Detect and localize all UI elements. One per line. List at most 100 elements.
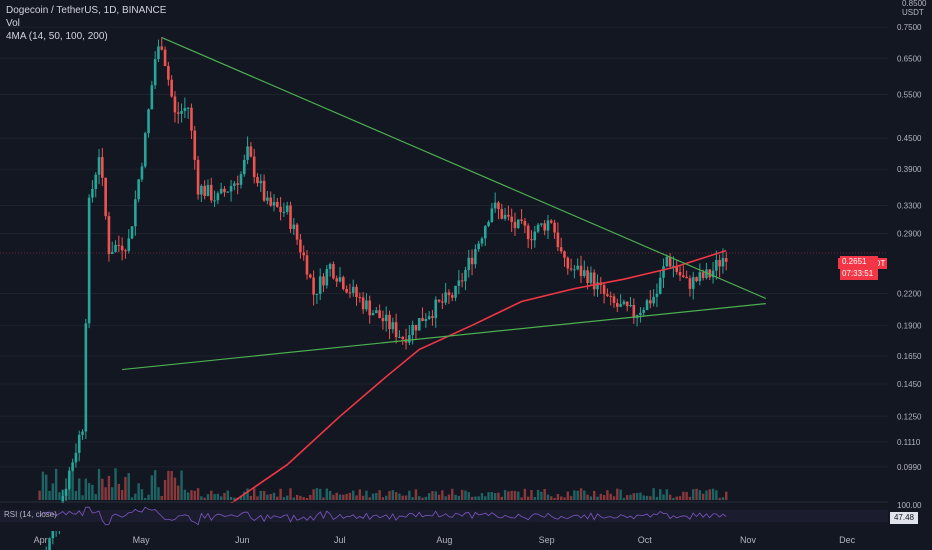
volume-bar: [259, 490, 262, 500]
grid: [0, 26, 888, 468]
volume-bar: [596, 496, 599, 500]
time-label: Jul: [334, 535, 346, 545]
candle-body: [569, 268, 573, 270]
candle-body: [176, 112, 180, 114]
candle-body: [342, 277, 345, 289]
candle-body: [414, 324, 418, 331]
candle-body: [365, 300, 368, 310]
price-tick-label: 0.1650: [897, 352, 922, 361]
volume-bar: [140, 489, 144, 500]
candle-body: [305, 255, 309, 275]
candle-body: [411, 324, 414, 336]
volume-bar: [134, 493, 137, 500]
volume-bar: [464, 490, 467, 500]
volume-bar: [517, 491, 520, 500]
volume-bar: [523, 488, 527, 500]
candle-body: [368, 300, 372, 316]
volume-bar: [639, 492, 642, 500]
candle-body: [447, 292, 451, 296]
volume-bar: [477, 496, 480, 500]
volume-bar: [338, 494, 342, 500]
volume-bar: [457, 495, 461, 500]
volume-bar: [414, 489, 418, 500]
candle-body: [170, 79, 173, 97]
candle-body: [361, 297, 365, 310]
candle-body: [183, 108, 187, 112]
candle-body: [417, 318, 421, 331]
candle-body: [507, 214, 510, 217]
volume-bar: [645, 495, 649, 500]
volume-bar: [210, 490, 213, 500]
rsi-top-tick: 100.00: [897, 501, 922, 510]
candle-body: [302, 252, 306, 256]
volume-bar: [319, 488, 322, 500]
trendline: [161, 37, 767, 300]
volume-bar: [276, 496, 279, 500]
candle-body: [275, 202, 279, 207]
candle-body: [391, 322, 395, 330]
volume-bar: [285, 495, 289, 500]
volume-label: Vol: [6, 18, 20, 29]
volume-bar: [71, 470, 74, 500]
price-tick-label: 0.3900: [897, 165, 922, 174]
candle-body: [652, 296, 655, 304]
candle-body: [328, 264, 332, 270]
candle-body: [167, 65, 170, 80]
candle-body: [691, 277, 695, 289]
candle-body: [101, 157, 104, 178]
trendline: [122, 303, 766, 371]
volume-bar: [193, 490, 196, 500]
candle-body: [137, 179, 140, 200]
volume-bar: [550, 496, 553, 500]
candle-body: [186, 107, 190, 109]
candle-body: [322, 276, 325, 286]
volume-bar: [216, 493, 220, 500]
candle-body: [104, 177, 107, 217]
volume-bar: [183, 489, 187, 500]
volume-bar: [546, 494, 550, 500]
candle-body: [206, 184, 210, 196]
candle-body: [107, 216, 111, 255]
candle-body: [711, 270, 715, 278]
candle-body: [153, 59, 157, 86]
candle-body: [259, 180, 263, 184]
volume-bar: [563, 497, 566, 500]
volume-bar: [322, 497, 325, 500]
volume-bar: [177, 485, 180, 500]
candle-body: [533, 231, 537, 241]
volume-bar: [559, 496, 563, 500]
candle-body: [384, 314, 388, 322]
volume-bar: [632, 493, 636, 500]
volume-bar: [668, 494, 672, 500]
candle-body: [540, 223, 543, 225]
volume-bar: [507, 491, 510, 500]
volume-bar: [500, 496, 503, 500]
candle-body: [662, 266, 665, 278]
volume-bar: [269, 494, 272, 500]
candle-body: [665, 256, 669, 267]
candle-body: [658, 277, 662, 294]
candle-body: [309, 274, 312, 278]
price-tick-label: 0.1900: [897, 321, 922, 330]
candle-body: [510, 216, 513, 222]
candle-body: [612, 296, 616, 303]
price-tick-label: 0.1110: [897, 438, 921, 447]
candle-body: [682, 275, 685, 277]
volume-bar: [200, 496, 203, 500]
volume-bar: [454, 494, 457, 500]
volume-bar: [493, 492, 497, 500]
volume-bar: [718, 497, 721, 500]
candle-body: [348, 292, 352, 294]
volume-bar: [282, 497, 286, 500]
volume-bar: [219, 496, 223, 500]
volume-bar: [345, 493, 348, 500]
volume-bar: [352, 490, 355, 500]
volume-bar: [51, 483, 55, 500]
volume-bar: [295, 494, 299, 500]
candle-body: [64, 488, 68, 496]
candle-body: [173, 96, 177, 113]
candle-body: [586, 270, 589, 284]
volume-bar: [365, 490, 368, 500]
volume-bar: [408, 490, 411, 500]
